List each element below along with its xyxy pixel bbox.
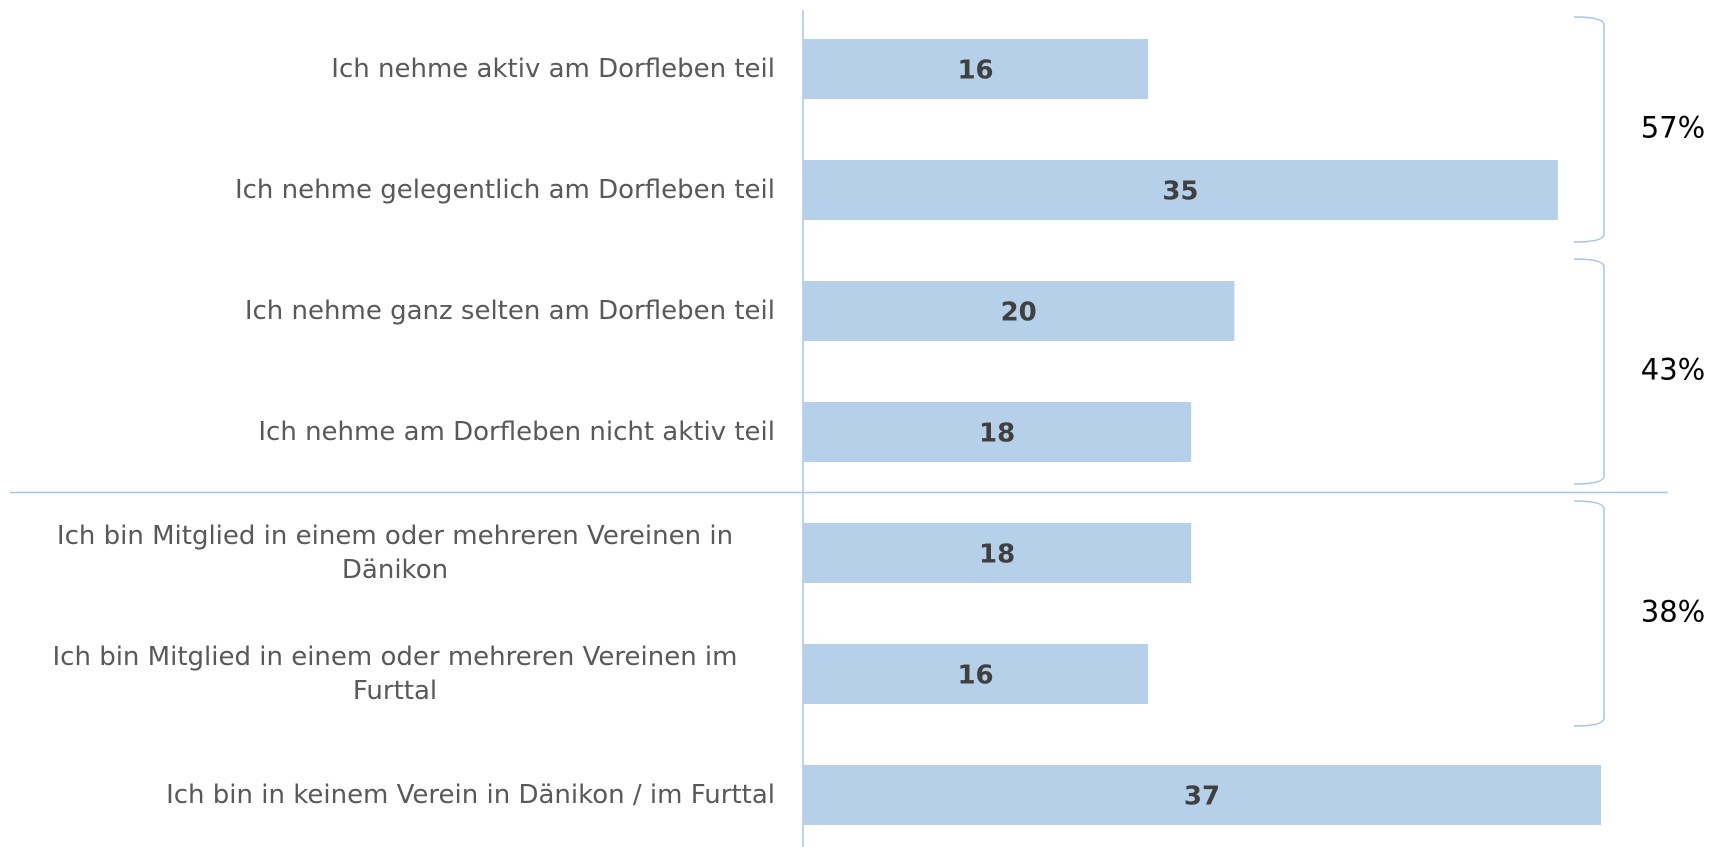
category-text: Ich nehme gelegentlich am Dorfleben teil	[234, 175, 775, 205]
bar	[803, 281, 1235, 341]
group-label: 38%	[1641, 595, 1705, 629]
category-label: Ich nehme gelegentlich am Dorfleben teil	[0, 150, 775, 230]
category-text: Ich nehme am Dorfleben nicht aktiv teil	[258, 417, 775, 447]
category-label: Ich bin in keinem Verein in Dänikon / im…	[0, 755, 775, 835]
category-label: Ich nehme ganz selten am Dorfleben teil	[0, 271, 775, 351]
category-text: Ich nehme aktiv am Dorfleben teil	[331, 54, 775, 84]
category-label: Ich bin Mitglied in einem oder mehreren …	[0, 634, 775, 714]
value-label: 18	[979, 419, 1015, 449]
category-label: Ich nehme am Dorfleben nicht aktiv teil	[0, 392, 775, 472]
category-text: Ich nehme ganz selten am Dorfleben teil	[244, 296, 775, 326]
bracket	[1573, 500, 1605, 727]
value-label: 18	[979, 540, 1015, 570]
category-label: Ich bin Mitglied in einem oder mehreren …	[0, 513, 775, 593]
bar	[803, 39, 1149, 99]
bracket	[1573, 16, 1605, 243]
group-label: 57%	[1641, 111, 1705, 145]
category-text: Ich bin Mitglied in einem oder mehreren …	[52, 642, 738, 706]
bar	[803, 160, 1558, 220]
bracket	[1573, 258, 1605, 485]
bar	[803, 523, 1192, 583]
value-label: 35	[1162, 177, 1198, 207]
value-label: 16	[957, 56, 993, 86]
value-label: 20	[1001, 298, 1037, 328]
group-label: 43%	[1641, 353, 1705, 387]
bar	[803, 402, 1192, 462]
category-text: Ich bin Mitglied in einem oder mehreren …	[56, 521, 734, 585]
category-text: Ich bin in keinem Verein in Dänikon / im…	[166, 780, 775, 810]
bar	[803, 765, 1601, 825]
value-label: 16	[957, 661, 993, 691]
value-label: 37	[1184, 782, 1220, 812]
category-label: Ich nehme aktiv am Dorfleben teil	[0, 29, 775, 109]
bar	[803, 644, 1149, 704]
